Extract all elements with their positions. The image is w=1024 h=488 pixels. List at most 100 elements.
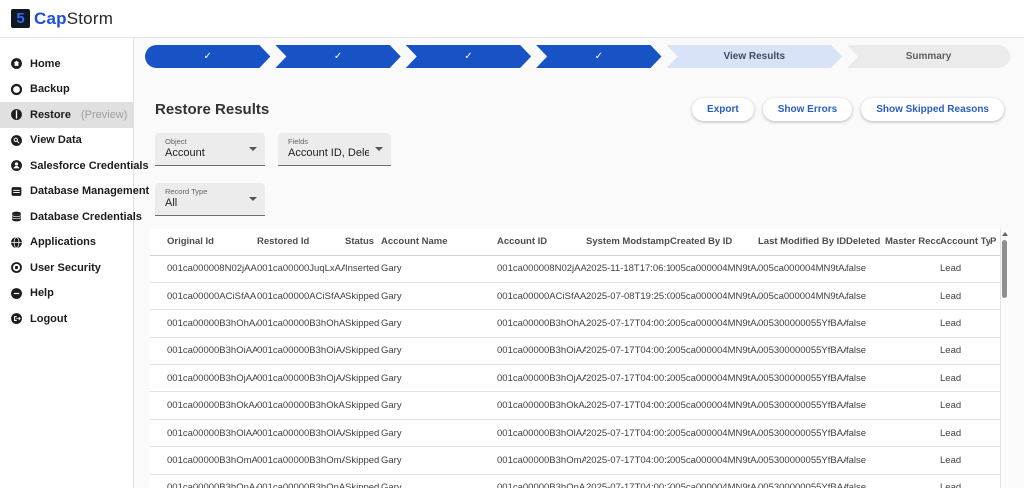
sidebar-item-label: Restore xyxy=(30,108,71,121)
stepper-step-completed-3[interactable]: ✓ xyxy=(406,45,531,68)
capstorm-logo[interactable]: 5 CapStorm xyxy=(11,9,113,29)
table-cell: 005300000055YfBAAU xyxy=(758,474,846,488)
table-scrollbar[interactable] xyxy=(1000,229,1008,488)
column-header: Restored Id xyxy=(257,229,345,256)
table-cell: 2025-07-17T04:00:24Z xyxy=(586,446,670,475)
sidebar-item-label: Database Credentials xyxy=(30,210,142,223)
show-errors-button[interactable]: Show Errors xyxy=(762,98,853,121)
capstorm-logo-text: CapStorm xyxy=(34,9,113,29)
table-cell: false xyxy=(846,391,885,420)
table-row[interactable]: 001ca000008N02jAAC 001ca00000JuqLxAAJ Inse… xyxy=(150,255,1008,283)
export-button[interactable]: Export xyxy=(692,98,754,121)
table-cell: Gary xyxy=(381,282,497,311)
sidebar-item-label: Applications xyxy=(30,236,97,249)
table-cell: false xyxy=(846,474,885,488)
table-cell: Gary xyxy=(381,364,497,393)
table-cell: Skipped xyxy=(345,282,381,311)
chevron-down-icon xyxy=(249,147,257,151)
stepper-step-completed-4[interactable]: ✓ xyxy=(536,45,661,68)
table-cell: 005300000055YfBAAU xyxy=(758,309,846,338)
table-row[interactable]: 001ca00000B3hOkAAJ001ca00000B3hOkAAJSkip… xyxy=(150,391,1008,420)
table-cell: Gary xyxy=(381,391,497,420)
table-cell: 005ca000004MN9tAAG xyxy=(670,446,758,475)
sidebar-item-label: Database Management xyxy=(30,185,150,198)
table-cell: 001ca00000JuqLxAAJ xyxy=(257,255,345,283)
table-cell: Lead xyxy=(940,337,990,366)
table-row[interactable]: 001ca00000B3hOnAAJ001ca00000B3hOnAAJSkip… xyxy=(150,474,1008,488)
sidebar-item-database-management[interactable]: Database Management xyxy=(0,179,149,205)
show-skipped-reasons-button[interactable]: Show Skipped Reasons xyxy=(861,98,1004,121)
scrollbar-thumb[interactable] xyxy=(1002,240,1007,298)
title-row: Restore Results Export Show Errors Show Sk… xyxy=(151,98,1004,121)
table-cell: 001ca00000B3hOmAAJ xyxy=(150,446,257,475)
table-cell: Lead xyxy=(940,446,990,475)
table-row[interactable]: 001ca00000B3hOjAAJ 001ca00000B3hOjAAJ Skip… xyxy=(150,364,1008,393)
checkmark-icon: ✓ xyxy=(464,51,473,62)
table-cell: 001ca00000B3hOiAAJ xyxy=(497,337,586,366)
table-cell: 005ca000004MN9tAAG xyxy=(670,419,758,448)
table-cell: Skipped xyxy=(345,391,381,420)
table-cell: 001ca00000B3hOnAAJ xyxy=(257,474,345,488)
table-cell: 005ca000004MN9tAAG xyxy=(758,282,846,311)
sidebar-item-database-credentials[interactable]: Database Credentials xyxy=(0,204,142,230)
scrollbar-up-icon[interactable] xyxy=(1001,232,1008,236)
sidebar-item-backup[interactable]: Backup xyxy=(0,77,133,103)
table-cell: false xyxy=(846,446,885,475)
sidebar-item-help[interactable]: Help xyxy=(0,281,133,307)
table-row[interactable]: 001ca00000B3hOhAAJ001ca00000B3hOhAAJSkip… xyxy=(150,309,1008,338)
sidebar-item-user-security[interactable]: User Security xyxy=(0,255,133,281)
home-icon xyxy=(10,57,23,70)
restore-stepper: ✓ ✓ ✓ ✓ View Results Summary xyxy=(145,45,1010,68)
record-type-select[interactable]: Record Type All xyxy=(155,183,265,216)
table-body: 001ca000008N02jAAC 001ca00000JuqLxAAJ Inse… xyxy=(150,255,1008,488)
table-cell: 001ca000008N02jAAC xyxy=(497,255,586,283)
table-cell: Skipped xyxy=(345,364,381,393)
object-select-value: Account xyxy=(165,147,205,159)
table-cell xyxy=(885,364,940,393)
filters-row-2: Record Type All xyxy=(155,183,1004,216)
table-row[interactable]: 001ca00000B3hOiAAJ 001ca00000B3hOiAAJ Skip… xyxy=(150,337,1008,366)
table-cell: 001ca00000B3hOkAAJ xyxy=(150,391,257,420)
object-select-label: Object xyxy=(165,137,187,146)
table-cell: Inserted xyxy=(345,255,381,283)
table-cell: Gary xyxy=(381,474,497,488)
sidebar-item-label: User Security xyxy=(30,261,101,274)
sidebar-item-salesforce-credentials[interactable]: Salesforce Credentials xyxy=(0,153,149,179)
sidebar-item-home[interactable]: Home xyxy=(0,51,133,77)
sidebar-item-view-data[interactable]: View Data xyxy=(0,128,133,154)
sidebar-item-label: Home xyxy=(30,57,61,70)
table-row[interactable]: 001ca00000B3hOlAAJ 001ca00000B3hOlAAJ Skip… xyxy=(150,419,1008,448)
stepper-step-view-results[interactable]: View Results xyxy=(667,45,843,68)
table-cell: 001ca00000B3hOjAAJ xyxy=(150,364,257,393)
table-header-row: Original Id Restored Id Status Account Name… xyxy=(150,229,1008,256)
sidebar-item-restore[interactable]: Restore (Preview) xyxy=(0,102,133,128)
table-cell: Skipped xyxy=(345,309,381,338)
column-header: Deleted xyxy=(846,229,885,256)
stepper-step-completed-2[interactable]: ✓ xyxy=(275,45,400,68)
logout-icon xyxy=(10,312,23,325)
fields-select-value: Account ID, Deleted, ... xyxy=(288,147,369,159)
object-select[interactable]: Object Account xyxy=(155,133,265,166)
table-cell: Skipped xyxy=(345,419,381,448)
capstorm-logo-icon: 5 xyxy=(11,9,30,28)
table-header: Original Id Restored Id Status Account Name… xyxy=(150,229,1008,256)
toolbar-buttons: Export Show Errors Show Skipped Reasons xyxy=(692,98,1004,121)
table-cell: 005300000055YfBAAU xyxy=(758,364,846,393)
sidebar-item-logout[interactable]: Logout xyxy=(0,306,133,332)
sidebar-nav: Home Backup Restore (Preview) View Data Sales… xyxy=(0,38,149,488)
table-cell: Skipped xyxy=(345,337,381,366)
table-row[interactable]: 001ca00000ACiSfAAL 001ca00000ACiSfAAL Skip… xyxy=(150,282,1008,311)
record-type-select-label: Record Type xyxy=(165,187,208,196)
stepper-step-summary[interactable]: Summary xyxy=(847,45,1010,68)
table-cell: 2025-07-17T04:00:24Z xyxy=(586,419,670,448)
sidebar-item-applications[interactable]: Applications xyxy=(0,230,133,256)
table-row[interactable]: 001ca00000B3hOmAAJ001ca00000B3hOmAAJSkip… xyxy=(150,446,1008,475)
table-cell: 2025-07-17T04:00:24Z xyxy=(586,337,670,366)
column-header: Account ID xyxy=(497,229,586,256)
table-cell: 001ca000008N02jAAC xyxy=(150,255,257,283)
stepper-step-completed-1[interactable]: ✓ xyxy=(145,45,270,68)
table-cell: 005ca000004MN9tAAG xyxy=(670,255,758,283)
table-cell: 001ca00000ACiSfAAL xyxy=(497,282,586,311)
